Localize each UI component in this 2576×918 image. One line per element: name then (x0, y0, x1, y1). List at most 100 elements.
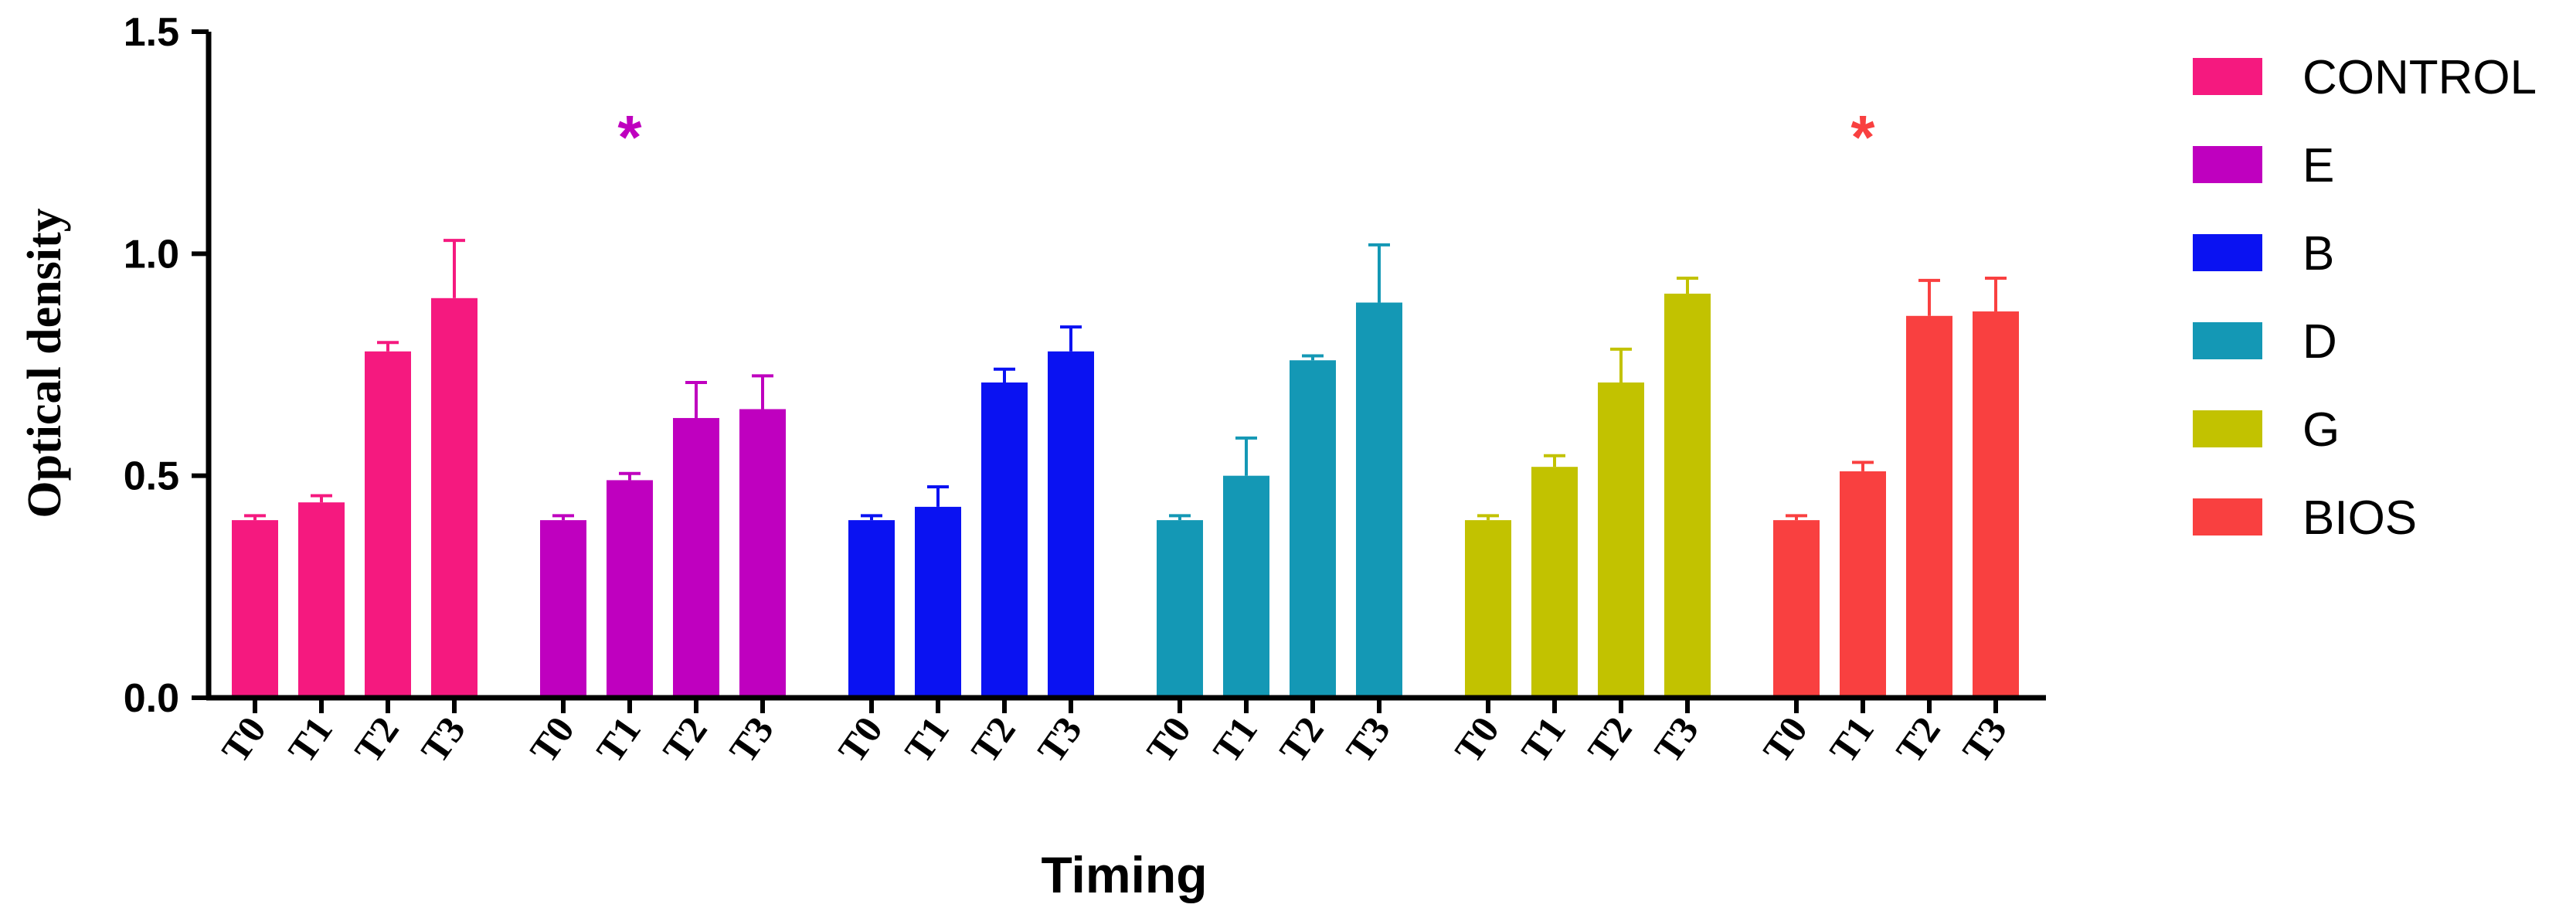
y-tick-label: 1.0 (124, 232, 179, 277)
bar-d-t2 (1290, 360, 1336, 698)
error-bar-e-t0 (552, 514, 574, 521)
x-tick-label-t3: T3 (1029, 709, 1090, 770)
bar-b-t3 (1048, 351, 1094, 698)
x-axis-title: Timing (1041, 846, 1207, 903)
legend-swatch (2193, 146, 2262, 183)
bar-b-t0 (848, 520, 895, 698)
x-tick-label-t1: T1 (280, 709, 341, 770)
error-bar-d-t1 (1235, 436, 1257, 476)
error-bar-b-t1 (927, 485, 949, 507)
x-tick-label-t0: T0 (1446, 709, 1507, 770)
error-bar-e-t1 (619, 471, 641, 481)
bar-e-t0 (540, 520, 586, 698)
legend-label: BIOS (2302, 491, 2417, 545)
legend-item-bios: BIOS (2193, 491, 2417, 545)
axes (192, 29, 2046, 713)
error-bar-e-t2 (685, 380, 707, 418)
legend-swatch (2193, 322, 2262, 359)
bar-e-t1 (607, 480, 653, 698)
bar-d-t3 (1356, 302, 1402, 698)
bar-bios-t0 (1773, 520, 1820, 698)
x-tick-label-t1: T1 (1513, 709, 1574, 770)
x-tick-label-t3: T3 (413, 709, 474, 770)
series-d-group (1157, 243, 1402, 698)
bar-bios-t3 (1973, 311, 2019, 698)
bar-control-t1 (298, 502, 345, 698)
x-tick-label-t2: T2 (654, 709, 715, 770)
bar-d-t1 (1223, 475, 1269, 698)
significance-marker-bios: * (1850, 103, 1875, 172)
legend-label: CONTROL (2302, 51, 2537, 104)
legend-item-g: G (2193, 403, 2340, 457)
legend-swatch (2193, 234, 2262, 271)
bar-bios-t2 (1906, 315, 1952, 698)
error-bar-b-t0 (861, 514, 882, 521)
x-tick-label-t2: T2 (1271, 709, 1332, 770)
error-bar-bios-t1 (1852, 461, 1874, 471)
x-tick-label-t1: T1 (588, 709, 649, 770)
bar-e-t2 (673, 417, 719, 698)
bar-b-t1 (915, 506, 961, 698)
y-tick-label: 0.5 (124, 454, 179, 499)
legend-label: B (2302, 227, 2334, 280)
x-tick-label-t3: T3 (721, 709, 782, 770)
x-tick-label-t1: T1 (896, 709, 957, 770)
y-axis-title: Optical density (19, 208, 71, 518)
x-tick-label-t3: T3 (1337, 709, 1398, 770)
legend-item-b: B (2193, 227, 2334, 280)
x-tick-label-t0: T0 (830, 709, 891, 770)
error-bar-d-t2 (1302, 354, 1324, 361)
x-tick-label-t2: T2 (1579, 709, 1640, 770)
bar-b-t2 (981, 382, 1028, 698)
error-bar-g-t1 (1544, 454, 1565, 468)
bar-groups: * * (232, 103, 2019, 698)
error-bar-g-t2 (1610, 347, 1632, 382)
y-tick-label: 1.5 (124, 10, 179, 55)
x-tick-label-t2: T2 (963, 709, 1024, 770)
x-tick-label-t0: T0 (522, 709, 583, 770)
bar-control-t0 (232, 520, 278, 698)
x-tick-label-t2: T2 (1888, 709, 1949, 770)
legend-swatch (2193, 498, 2262, 536)
x-tick-label-t1: T1 (1821, 709, 1882, 770)
legend-label: E (2302, 139, 2334, 192)
error-bar-d-t3 (1368, 243, 1390, 303)
legend-swatch (2193, 58, 2262, 95)
x-tick-label-t3: T3 (1646, 709, 1707, 770)
series-control-group (232, 239, 477, 698)
error-bar-b-t3 (1060, 325, 1082, 352)
significance-marker-e: * (617, 103, 642, 172)
legend-swatch (2193, 410, 2262, 447)
bar-control-t3 (431, 298, 477, 698)
x-tick-label-t0: T0 (1755, 709, 1816, 770)
error-bar-g-t3 (1677, 276, 1698, 294)
error-bar-control-t3 (443, 239, 465, 298)
x-tick-labels: T0 T1 T2 T3 T0 T1 T2 T3 T0 T1 T2 T3 T0 T1 T2 T3 T0 T1 T2 T3… (213, 709, 2015, 770)
bar-bios-t1 (1840, 471, 1886, 698)
error-bar-control-t1 (311, 494, 332, 503)
legend-item-e: E (2193, 139, 2334, 192)
error-bar-b-t2 (994, 367, 1015, 382)
x-tick-label-t0: T0 (213, 709, 274, 770)
series-e-group: * (540, 103, 786, 698)
error-bar-d-t0 (1169, 514, 1191, 521)
x-tick-label-t2: T2 (346, 709, 407, 770)
y-tick-labels: 0.0 0.5 1.0 1.5 (124, 10, 179, 721)
error-bar-g-t0 (1477, 514, 1499, 521)
error-bar-bios-t3 (1985, 276, 2007, 312)
error-bar-control-t0 (244, 514, 266, 521)
legend-item-d: D (2193, 315, 2337, 369)
error-bar-control-t2 (377, 341, 399, 352)
legend-item-control: CONTROL (2193, 51, 2537, 104)
legend-label: G (2302, 403, 2340, 457)
error-bar-e-t3 (752, 374, 773, 410)
bar-e-t3 (739, 409, 786, 698)
error-bar-bios-t0 (1786, 514, 1807, 521)
bar-g-t0 (1465, 520, 1511, 698)
bar-d-t0 (1157, 520, 1203, 698)
bar-control-t2 (365, 351, 411, 698)
x-tick-label-t3: T3 (1954, 709, 2015, 770)
y-tick-label: 0.0 (124, 676, 179, 721)
